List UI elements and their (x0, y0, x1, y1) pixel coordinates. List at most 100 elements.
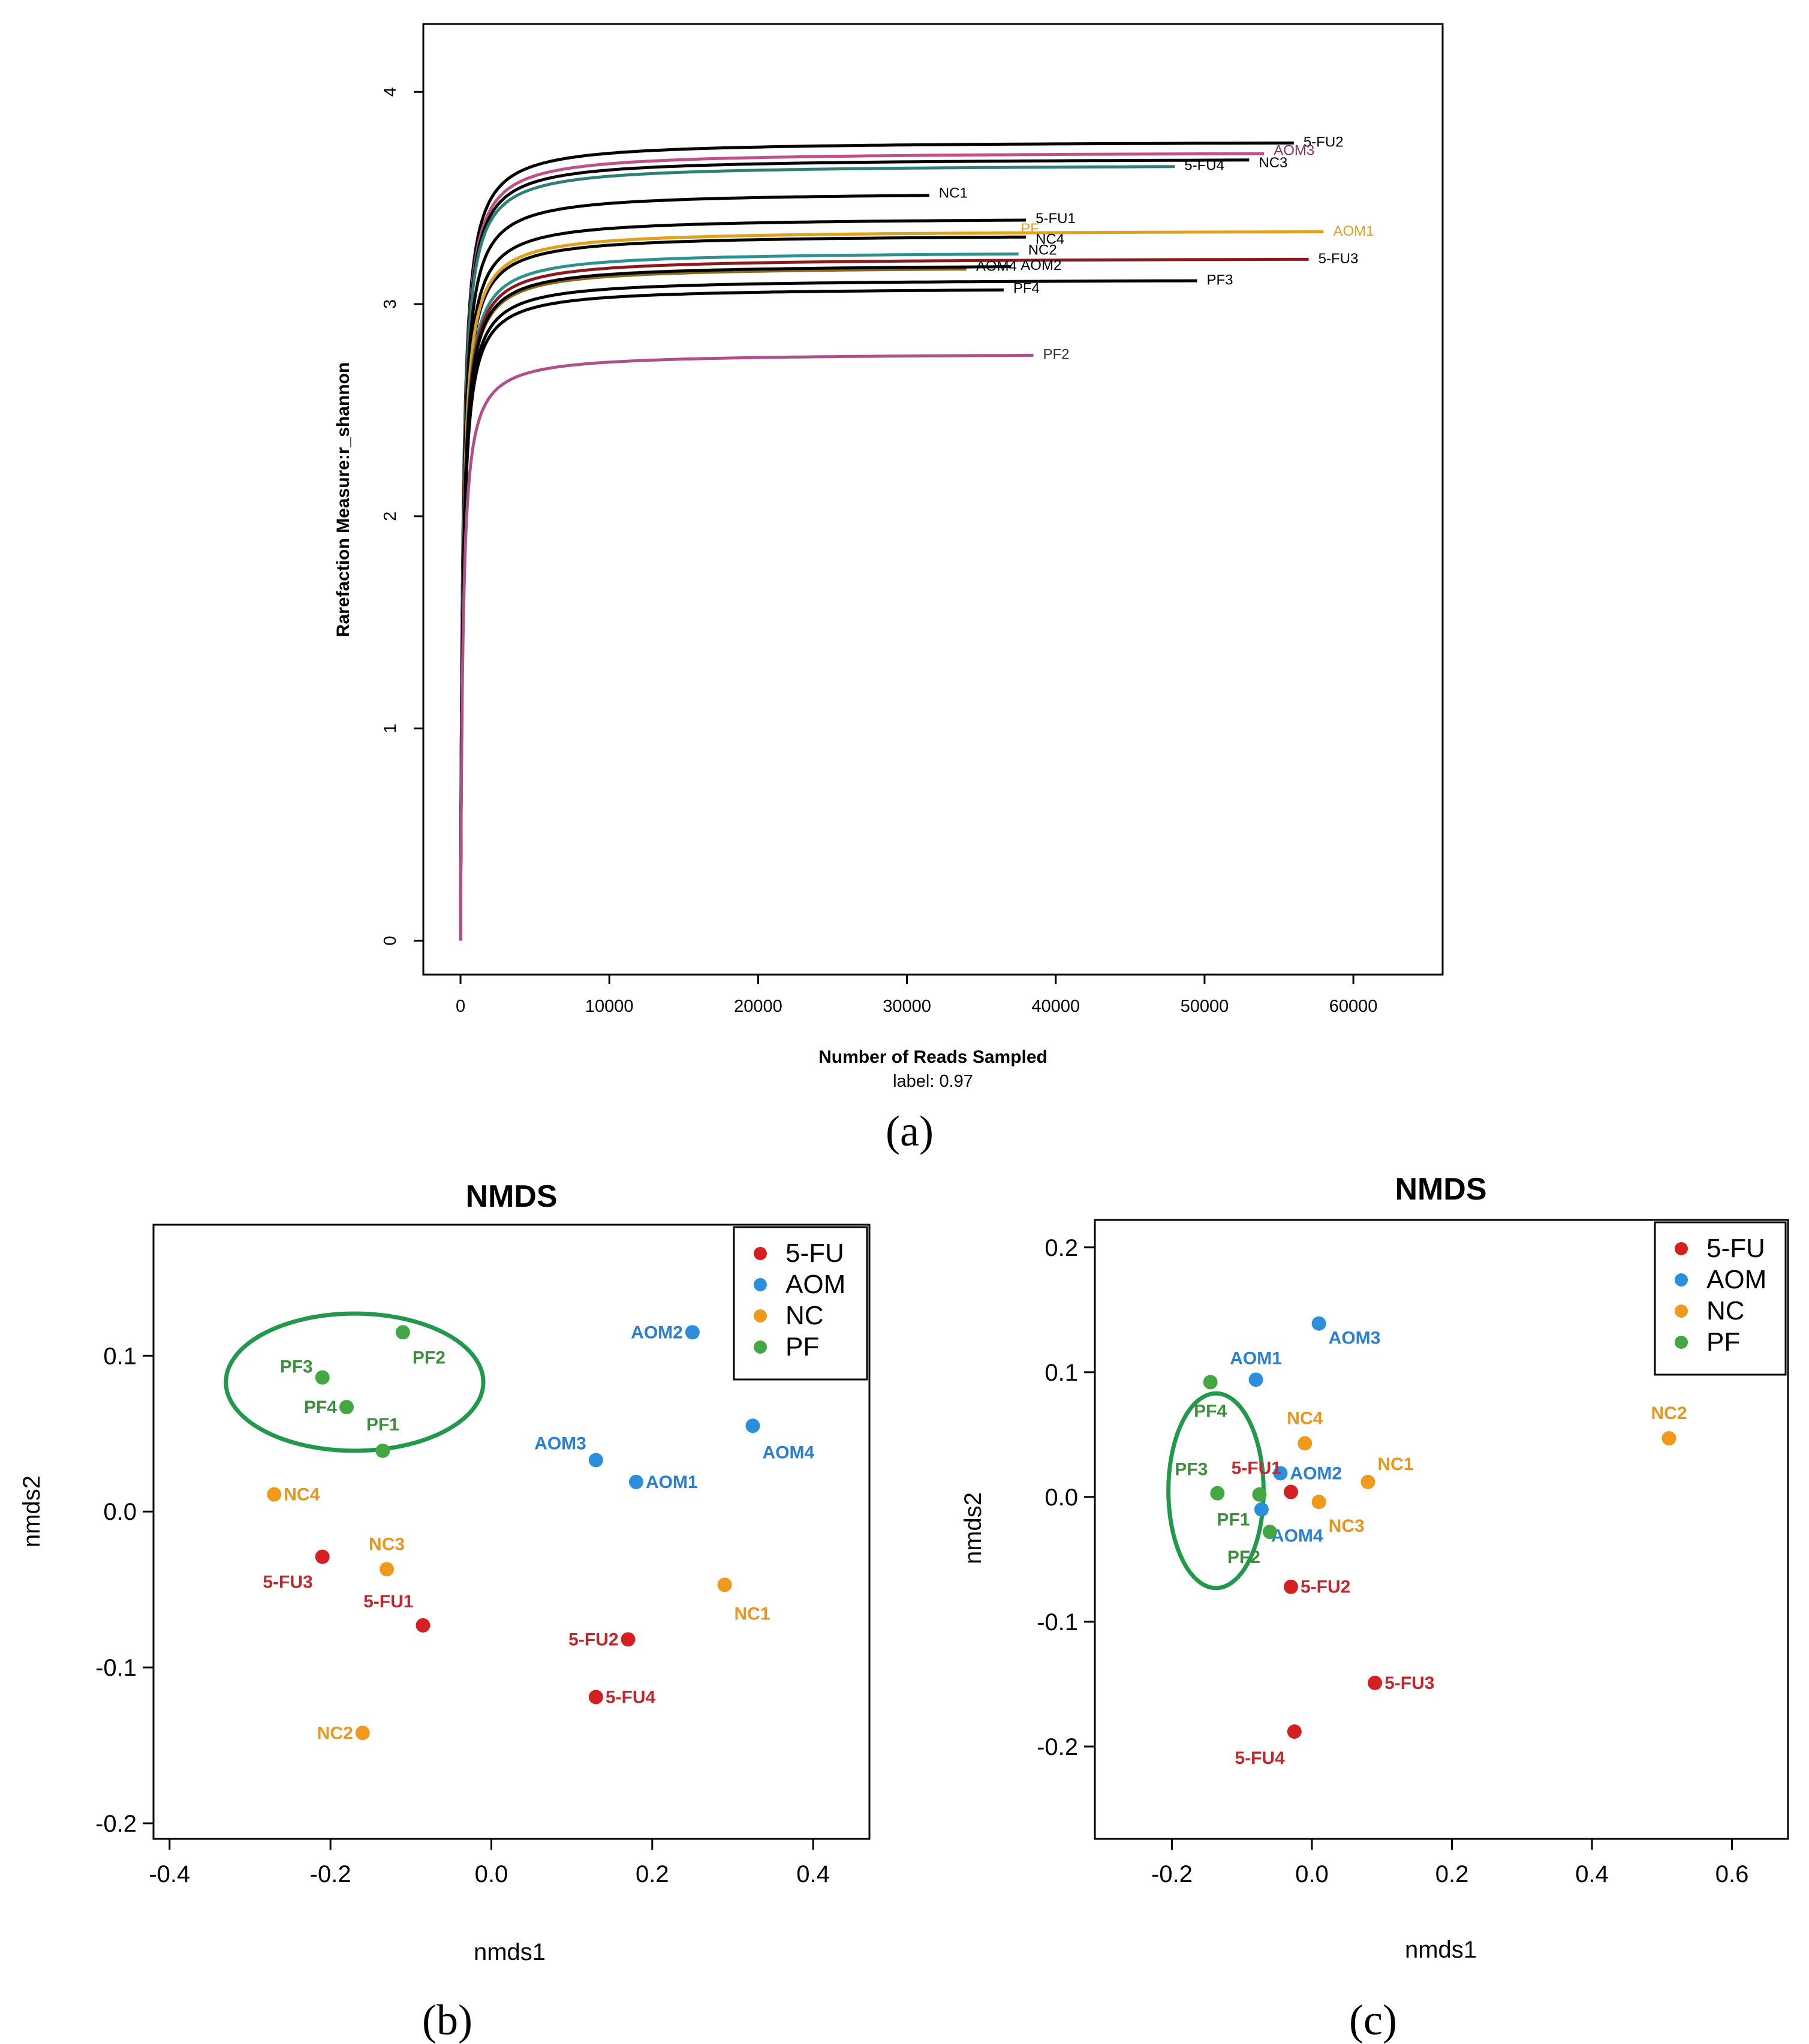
nmds-b-plot-frame (152, 1224, 871, 1840)
c-y-tick-label-0-2: 0.2 (1045, 1235, 1078, 1261)
curve-pf4 (459, 288, 1004, 941)
nmds-b-title: NMDS (465, 1179, 557, 1214)
y-tick-label-4: 4 (381, 87, 400, 97)
nmds-b-y-axis-label: nmds2 (19, 1475, 45, 1547)
x-tick-label-20000: 20000 (734, 997, 782, 1016)
x-tick-label-30000: 30000 (883, 997, 931, 1016)
x-tick-label-60000: 60000 (1329, 997, 1378, 1016)
c-point-5-fu1 (1283, 1484, 1298, 1499)
c-point-label-aom4: AOM4 (1271, 1526, 1323, 1546)
panel-label-c: (c) (1349, 1996, 1397, 2044)
c-point-label-nc1: NC1 (1377, 1454, 1413, 1474)
nmds-c-x-axis: -0.2 0.0 0.2 0.4 0.6 (1151, 1839, 1748, 1887)
rarefaction-label-caption: label: 0.97 (893, 1072, 973, 1091)
b-point-aom4 (745, 1418, 760, 1433)
b-x-tick-label-0-2: 0.2 (636, 1861, 669, 1887)
y-tick-label-2: 2 (381, 512, 400, 521)
c-point-label-nc4: NC4 (1287, 1408, 1323, 1428)
c-point-label-nc2: NC2 (1651, 1403, 1687, 1423)
b-point-label-nc1: NC1 (735, 1604, 770, 1624)
c-legend-marker-aom (1675, 1273, 1688, 1286)
c-point-aom4 (1254, 1502, 1269, 1517)
c-legend-marker-5-fu (1675, 1242, 1688, 1255)
c-y-tick-label-0-1: -0.1 (1037, 1609, 1078, 1636)
c-y-tick-label-0-1: 0.1 (1045, 1360, 1078, 1386)
c-x-tick-label-0-2: -0.2 (1151, 1861, 1193, 1887)
panel-label-a: (a) (886, 1107, 934, 1155)
curve-nc4 (459, 235, 1027, 941)
nmds-b-pf-ellipse (224, 1311, 486, 1453)
b-point-label-5-fu3: 5-FU3 (263, 1573, 312, 1592)
curve-aom2 (459, 265, 1012, 941)
b-legend-marker-nc (754, 1309, 767, 1322)
b-point-label-pf3: PF3 (280, 1357, 313, 1377)
b-y-tick-label-0-1: -0.1 (95, 1655, 137, 1681)
curve-label-nc3: NC3 (1259, 155, 1287, 171)
c-point-pf4 (1203, 1375, 1218, 1390)
nmds-c-x-axis-label: nmds1 (1405, 1937, 1477, 1963)
c-point-nc4 (1298, 1436, 1313, 1451)
curve-pf2 (459, 353, 1034, 941)
curve-label-aom2: AOM2 (1021, 257, 1061, 273)
b-legend-label-nc: NC (785, 1301, 824, 1330)
b-point-5-fu2 (621, 1632, 636, 1647)
c-point-5-fu3 (1368, 1675, 1383, 1690)
b-y-tick-label-0-0: 0.0 (103, 1499, 137, 1525)
rarefaction-x-axis: 0 10000 20000 30000 40000 50000 60000 (456, 975, 1377, 1016)
rarefaction-plot-frame (422, 23, 1444, 976)
c-point-label-pf2: PF2 (1227, 1547, 1260, 1567)
b-point-pf2 (395, 1325, 410, 1340)
nmds-panel-b: NMDS PF3 PF2 PF4 PF1 AOM2 AOM4 AOM3 AOM1 NC4 NC3 N… (19, 1179, 871, 2044)
rarefaction-curves (459, 141, 1324, 941)
curve-label-5-fu3: 5-FU3 (1319, 251, 1359, 267)
curve-pf3 (459, 279, 1197, 941)
c-point-label-nc3: NC3 (1329, 1516, 1365, 1536)
curve-label-5-fu2: 5-FU2 (1304, 134, 1344, 151)
c-y-tick-label-0-2: -0.2 (1037, 1734, 1078, 1760)
b-point-label-pf4: PF4 (304, 1397, 337, 1417)
c-legend-marker-pf (1675, 1336, 1688, 1349)
b-point-label-5-fu2: 5-FU2 (568, 1630, 618, 1649)
b-point-nc1 (717, 1577, 732, 1592)
nmds-c-y-axis: -0.2 -0.1 0.0 0.1 0.2 (1037, 1235, 1095, 1760)
y-tick-label-3: 3 (381, 299, 400, 309)
b-point-aom2 (685, 1325, 700, 1340)
b-point-aom1 (628, 1474, 643, 1489)
c-point-nc1 (1360, 1474, 1375, 1489)
nmds-b-y-axis: -0.2 -0.1 0.0 0.1 (95, 1343, 153, 1837)
c-point-aom3 (1311, 1316, 1326, 1331)
curve-5-fu3 (459, 257, 1309, 941)
c-point-label-aom1: AOM1 (1230, 1348, 1282, 1368)
b-point-pf4 (339, 1400, 354, 1415)
b-legend-marker-aom (754, 1278, 767, 1291)
b-point-pf3 (315, 1370, 330, 1385)
c-legend-label-pf: PF (1706, 1327, 1740, 1357)
c-point-label-5-fu2: 5-FU2 (1301, 1577, 1350, 1597)
b-point-label-aom2: AOM2 (631, 1322, 683, 1342)
b-point-5-fu1 (416, 1618, 431, 1633)
y-tick-label-1: 1 (381, 724, 400, 734)
b-x-tick-label-0-4: -0.4 (149, 1861, 190, 1887)
nmds-c-title: NMDS (1395, 1172, 1486, 1207)
c-x-tick-label-0-4: 0.4 (1575, 1861, 1609, 1887)
c-legend-label-nc: NC (1706, 1296, 1745, 1325)
curve-label-aom3: AOM3 (1274, 142, 1314, 158)
c-point-pf2 (1262, 1525, 1277, 1540)
c-point-nc3 (1311, 1495, 1326, 1510)
b-point-label-pf1: PF1 (366, 1415, 399, 1435)
c-legend-marker-nc (1675, 1304, 1688, 1318)
curve-label-pf: PF (1021, 221, 1039, 237)
curve-label-pf3: PF3 (1207, 272, 1233, 288)
curve-aom1 (459, 230, 1324, 941)
b-point-label-aom4: AOM4 (762, 1442, 814, 1462)
curve-label-aom1: AOM1 (1333, 223, 1374, 239)
c-point-pf3 (1210, 1486, 1225, 1501)
b-point-5-fu4 (588, 1690, 603, 1705)
c-point-pf1 (1252, 1487, 1267, 1502)
b-x-tick-label-0-4: 0.4 (796, 1861, 830, 1887)
